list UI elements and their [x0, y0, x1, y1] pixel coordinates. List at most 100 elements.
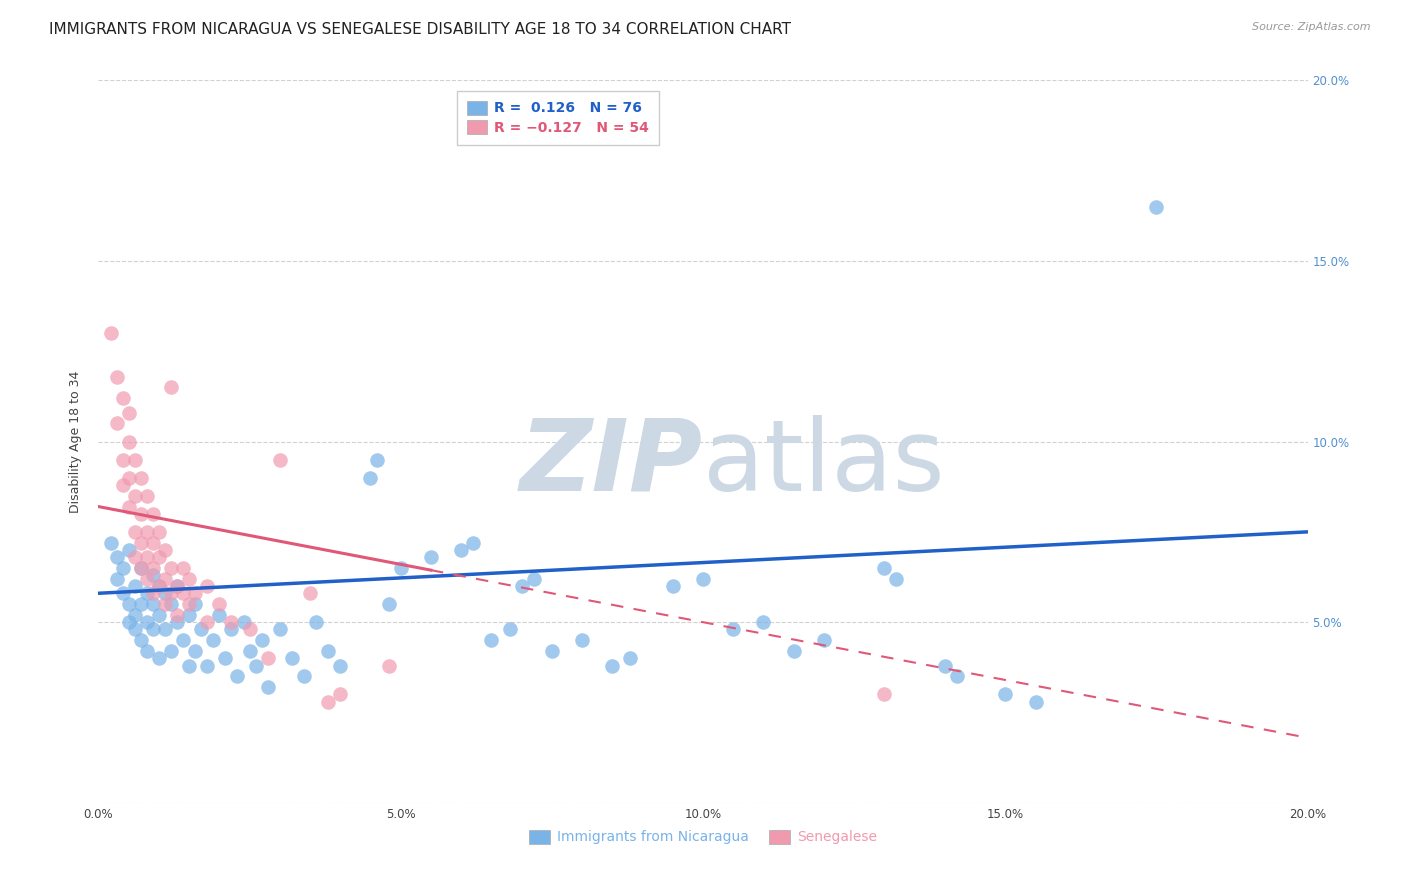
Point: [190, 623, 212, 637]
Point: [299, 586, 322, 600]
Point: [148, 579, 170, 593]
Point: [135, 489, 157, 503]
Point: [148, 651, 170, 665]
Point: [100, 326, 122, 340]
Text: ZIP: ZIP: [520, 415, 703, 512]
Point: [148, 607, 170, 622]
Point: [135, 550, 157, 565]
Point: [316, 644, 339, 658]
Point: [129, 535, 152, 549]
Point: [172, 633, 194, 648]
Point: [135, 524, 157, 539]
Point: [118, 434, 141, 449]
Point: [105, 417, 128, 431]
Point: [292, 669, 315, 683]
Point: [226, 669, 249, 683]
Point: [142, 597, 165, 611]
Point: [221, 623, 243, 637]
Point: [245, 658, 267, 673]
Point: [124, 579, 146, 593]
Point: [111, 561, 134, 575]
Point: [661, 579, 683, 593]
Point: [692, 572, 714, 586]
Point: [195, 658, 218, 673]
Point: [523, 572, 546, 586]
Point: [571, 633, 593, 648]
Point: [142, 623, 165, 637]
Point: [540, 644, 562, 658]
Point: [100, 535, 122, 549]
Point: [166, 607, 188, 622]
Point: [420, 550, 443, 565]
Point: [118, 615, 141, 630]
Point: [184, 597, 207, 611]
Point: [148, 550, 170, 565]
Point: [124, 452, 146, 467]
Point: [1024, 695, 1046, 709]
Y-axis label: Disability Age 18 to 34: Disability Age 18 to 34: [69, 370, 83, 513]
Point: [172, 561, 194, 575]
Point: [160, 597, 183, 611]
Point: [239, 644, 262, 658]
Point: [202, 633, 225, 648]
Point: [184, 644, 207, 658]
Point: [153, 597, 176, 611]
Point: [208, 597, 231, 611]
Point: [129, 471, 152, 485]
Point: [118, 500, 141, 514]
Point: [118, 406, 141, 420]
Text: Source: ZipAtlas.com: Source: ZipAtlas.com: [1253, 22, 1371, 32]
Point: [195, 615, 218, 630]
Point: [105, 572, 128, 586]
Point: [105, 550, 128, 565]
Point: [723, 623, 745, 637]
Point: [111, 452, 134, 467]
Point: [783, 644, 806, 658]
Point: [256, 680, 278, 694]
Point: [305, 615, 328, 630]
Point: [463, 535, 485, 549]
Legend: Immigrants from Nicaragua, Senegalese: Immigrants from Nicaragua, Senegalese: [523, 824, 883, 850]
Point: [124, 607, 146, 622]
Text: IMMIGRANTS FROM NICARAGUA VS SENEGALESE DISABILITY AGE 18 TO 34 CORRELATION CHAR: IMMIGRANTS FROM NICARAGUA VS SENEGALESE …: [49, 22, 792, 37]
Point: [153, 542, 176, 557]
Point: [1144, 200, 1167, 214]
Point: [111, 586, 134, 600]
Point: [873, 687, 896, 701]
Point: [118, 597, 141, 611]
Point: [813, 633, 835, 648]
Point: [329, 687, 352, 701]
Point: [142, 561, 165, 575]
Point: [377, 597, 399, 611]
Point: [160, 380, 183, 394]
Point: [602, 658, 624, 673]
Point: [481, 633, 503, 648]
Point: [281, 651, 304, 665]
Point: [184, 586, 207, 600]
Point: [166, 615, 188, 630]
Point: [946, 669, 969, 683]
Point: [153, 623, 176, 637]
Point: [886, 572, 908, 586]
Point: [450, 542, 472, 557]
Point: [752, 615, 775, 630]
Point: [105, 369, 128, 384]
Point: [124, 623, 146, 637]
Point: [129, 597, 152, 611]
Point: [135, 572, 157, 586]
Point: [360, 471, 382, 485]
Point: [239, 623, 262, 637]
Point: [124, 524, 146, 539]
Point: [498, 623, 520, 637]
Point: [208, 607, 231, 622]
Point: [873, 561, 896, 575]
Point: [153, 586, 176, 600]
Point: [135, 586, 157, 600]
Point: [232, 615, 254, 630]
Point: [214, 651, 236, 665]
Point: [377, 658, 399, 673]
Point: [256, 651, 278, 665]
Point: [179, 597, 201, 611]
Point: [160, 586, 183, 600]
Point: [934, 658, 956, 673]
